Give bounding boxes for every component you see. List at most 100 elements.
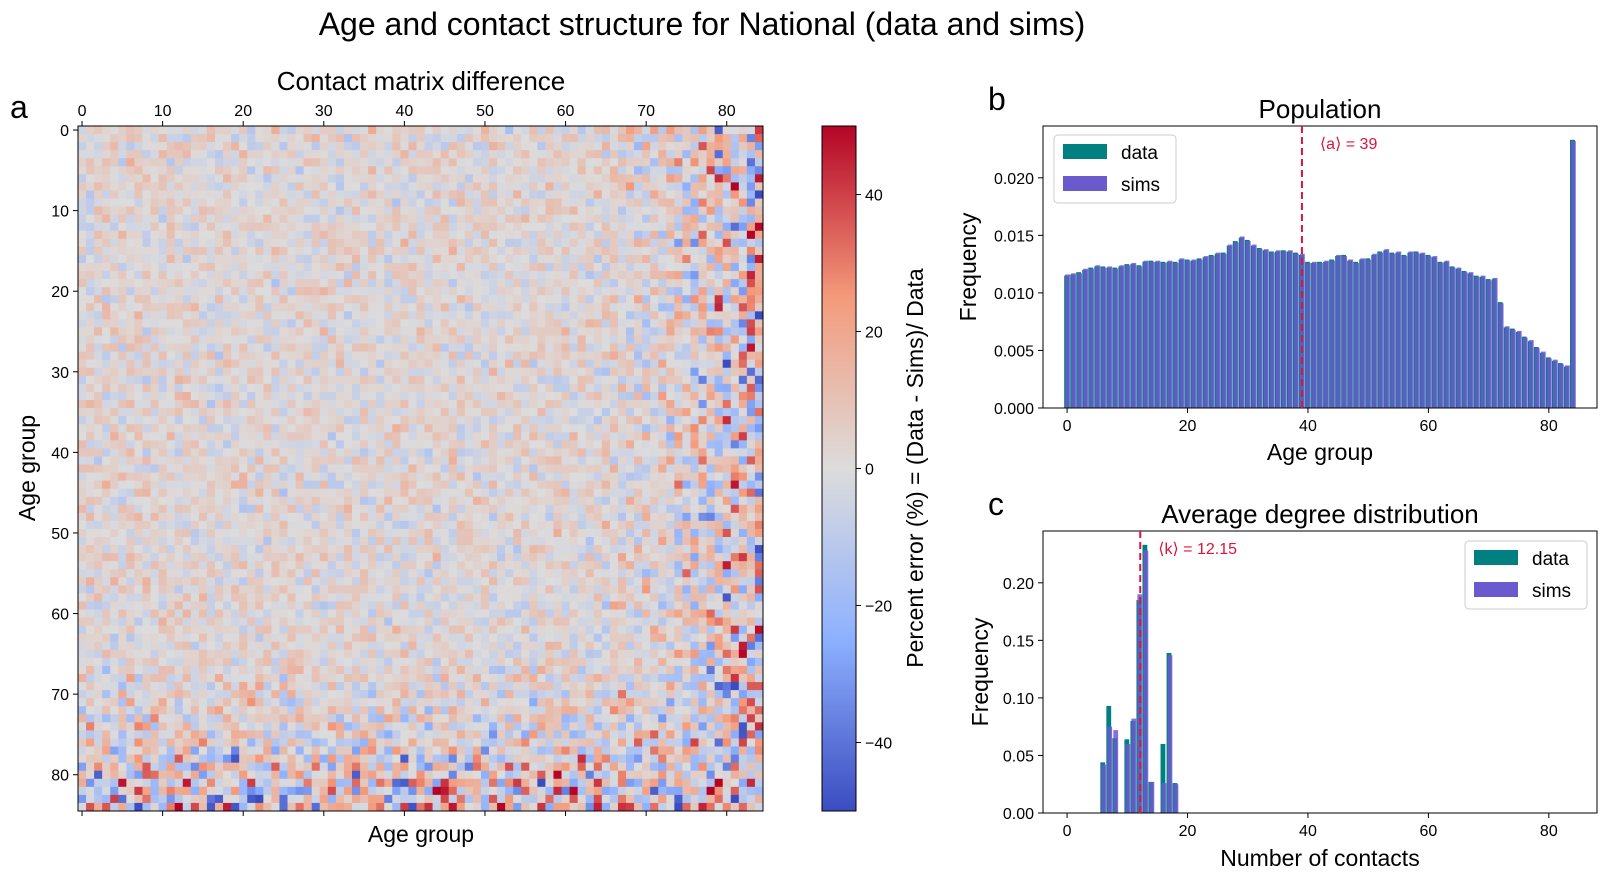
- heatmap-cell: [497, 408, 506, 417]
- heatmap-cell: [432, 198, 442, 208]
- heatmap-cell: [577, 271, 587, 280]
- heatmap-cell: [521, 464, 530, 474]
- heatmap-cell: [327, 408, 337, 417]
- heatmap-cell: [408, 311, 417, 320]
- heatmap-cell: [674, 271, 683, 280]
- heatmap-cell: [497, 585, 506, 594]
- heatmap-cell: [86, 311, 95, 320]
- heatmap-cell: [190, 166, 200, 175]
- heatmap-cell: [384, 456, 393, 465]
- heatmap-cell: [198, 537, 208, 546]
- heatmap-cell: [416, 126, 426, 135]
- heatmap-cell: [513, 488, 522, 498]
- heatmap-cell: [553, 182, 563, 191]
- heatmap-cell: [553, 472, 563, 482]
- heatmap-cell: [239, 271, 248, 280]
- heatmap-cell: [343, 416, 353, 425]
- heatmap-cell: [247, 545, 256, 554]
- heatmap-cell: [182, 271, 192, 280]
- heatmap-cell: [513, 472, 522, 482]
- heatmap-cell: [150, 480, 160, 490]
- heatmap-cell: [206, 375, 216, 385]
- heatmap-cell: [730, 327, 740, 337]
- heatmap-cell: [110, 400, 119, 409]
- heatmap-cell: [537, 553, 546, 562]
- heatmap-cell: [505, 150, 514, 159]
- heatmap-cell: [102, 569, 111, 578]
- heatmap-cell: [287, 214, 297, 224]
- heatmap-cell: [577, 158, 587, 167]
- heatmap-cell: [497, 150, 506, 159]
- heatmap-cell: [158, 335, 168, 345]
- heatmap-cell: [110, 150, 119, 159]
- heatmap-cell: [682, 391, 691, 401]
- heatmap-cell: [166, 472, 176, 482]
- heatmap-cell: [738, 206, 748, 216]
- heatmap-cell: [513, 319, 522, 328]
- heatmap-cell: [206, 311, 216, 320]
- heatmap-cell: [714, 134, 724, 143]
- heatmap-cell: [86, 569, 95, 578]
- heatmap-cell: [617, 367, 627, 377]
- heatmap-cell: [497, 335, 506, 345]
- heatmap-cell: [206, 158, 216, 167]
- heatmap-cell: [456, 198, 466, 208]
- heatmap-cell: [746, 238, 756, 248]
- heatmap-cell: [730, 166, 740, 175]
- heatmap-cell: [279, 343, 289, 353]
- heatmap-cell: [86, 198, 95, 208]
- heatmap-cell: [118, 480, 127, 490]
- heatmap-cell: [174, 271, 184, 280]
- heatmap-cell: [505, 577, 514, 586]
- heatmap-cell: [730, 214, 740, 224]
- heatmap-cell: [215, 593, 224, 602]
- heatmap-cell: [102, 158, 111, 167]
- heatmap-cell: [78, 335, 87, 345]
- heatmap-cell: [319, 295, 329, 304]
- heatmap-cell: [335, 480, 345, 490]
- heatmap-cell: [650, 472, 659, 482]
- heatmap-cell: [513, 327, 522, 337]
- heatmap-cell: [311, 391, 321, 401]
- heatmap-cell: [352, 496, 361, 506]
- heatmap-cell: [626, 528, 635, 538]
- heatmap-cell: [529, 214, 538, 224]
- heatmap-cell: [489, 287, 498, 296]
- heatmap-cell: [78, 400, 87, 409]
- heatmap-cell: [368, 408, 377, 417]
- heatmap-cell: [682, 174, 691, 183]
- heatmap-cell: [247, 230, 256, 240]
- heatmap-cell: [255, 190, 264, 200]
- heatmap-cell: [352, 246, 361, 256]
- heatmap-cell: [86, 400, 95, 409]
- heatmap-cell: [650, 367, 659, 377]
- heatmap-cell: [400, 367, 409, 377]
- heatmap-cell: [432, 263, 442, 272]
- heatmap-cell: [368, 537, 377, 546]
- heatmap-cell: [198, 520, 208, 530]
- heatmap-cell: [311, 432, 321, 441]
- heatmap-cell: [730, 416, 740, 425]
- heatmap-cell: [287, 359, 297, 369]
- heatmap-cell: [182, 464, 192, 474]
- heatmap-cell: [150, 464, 160, 474]
- heatmap-cell: [585, 496, 595, 506]
- heatmap-cell: [746, 383, 756, 393]
- heatmap-cell: [231, 142, 240, 151]
- heatmap-cell: [126, 520, 135, 530]
- heatmap-cell: [489, 335, 498, 345]
- heatmap-cell: [215, 408, 224, 417]
- heatmap-cell: [303, 166, 313, 175]
- heatmap-cell: [601, 343, 611, 353]
- heatmap-cell: [335, 496, 345, 506]
- heatmap-cell: [601, 416, 611, 425]
- heatmap-cell: [609, 206, 619, 216]
- heatmap-cell: [722, 512, 732, 522]
- heatmap-cell: [505, 279, 514, 288]
- heatmap-cell: [174, 335, 184, 345]
- heatmap-cell: [593, 408, 603, 417]
- heatmap-cell: [674, 545, 683, 554]
- heatmap-cell: [150, 311, 160, 320]
- heatmap-cell: [650, 271, 659, 280]
- heatmap-cell: [190, 464, 200, 474]
